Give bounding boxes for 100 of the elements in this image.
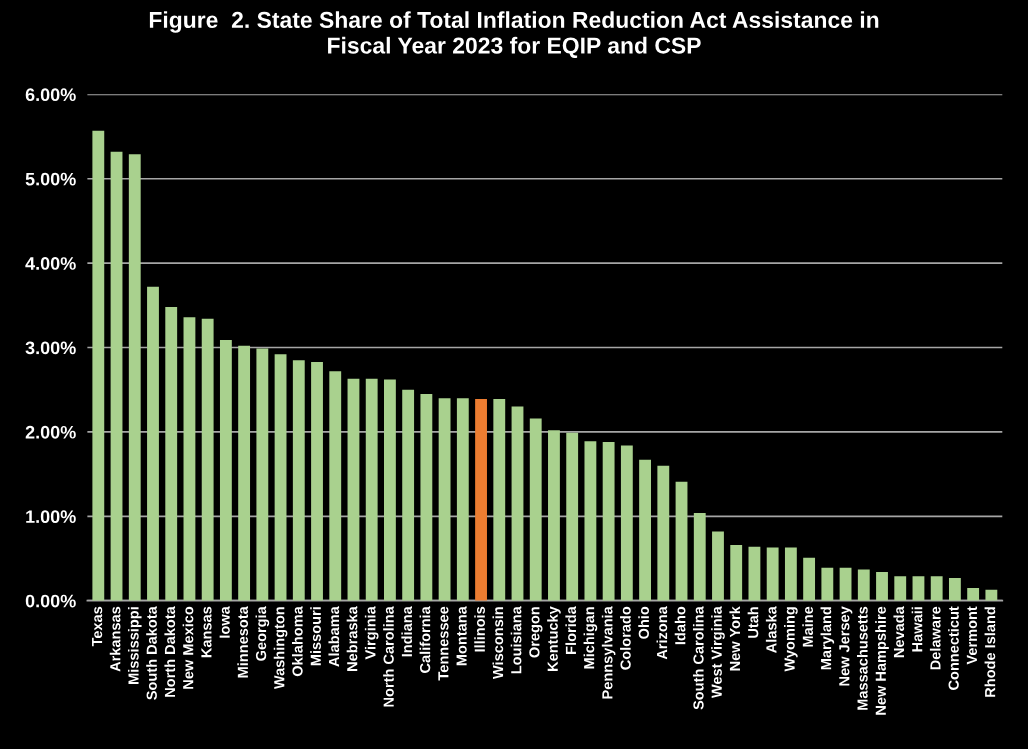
x-tick-label: Montana (456, 606, 467, 666)
x-tick-label: Delaware (929, 606, 941, 670)
x-tick-label: Illinois (474, 606, 485, 652)
y-tick-label: 2.00% (25, 425, 76, 439)
x-tick-label: Virginia (364, 606, 379, 660)
x-tick-label: Alaska (765, 606, 777, 653)
x-tick-label: Alabama (328, 606, 340, 667)
x-tick-label: Connecticut (948, 606, 959, 690)
y-tick-label: 6.00% (25, 88, 76, 102)
x-tick-label: Utah (747, 607, 759, 638)
x-tick-label: Texas (92, 606, 103, 647)
bar (402, 389, 415, 601)
x-tick-label: Ohio (638, 606, 649, 639)
y-tick-label: 4.00% (25, 257, 76, 270)
bar (292, 360, 305, 601)
bar (511, 406, 524, 601)
x-tick-label: Iowa (219, 606, 230, 638)
x-tick-label: North Carolina (383, 606, 394, 707)
bar (821, 567, 834, 601)
bar (566, 432, 579, 601)
y-tick-label: 0.00% (25, 594, 76, 608)
bar (602, 442, 615, 601)
x-tick-label: Florida (565, 606, 577, 654)
x-tick-label: Nevada (893, 606, 905, 658)
bar (693, 512, 706, 601)
x-tick-label: Arkansas (109, 606, 121, 672)
x-tick-label: North Dakota (164, 606, 176, 697)
y-tick-label: 3.00% (25, 341, 76, 355)
bar (92, 130, 105, 601)
x-tick-label: New Jersey (839, 606, 853, 686)
bar (620, 445, 633, 601)
x-tick-label: Colorado (620, 606, 631, 670)
x-tick-label: Kentucky (547, 606, 561, 671)
y-tick-label: 1.00% (26, 510, 76, 524)
x-tick-label: New Hampshire (875, 606, 889, 715)
bar (329, 371, 342, 601)
x-tick-label: West Virginia (711, 606, 725, 699)
x-tick-label: Nebraska (346, 606, 358, 671)
bar (712, 531, 724, 601)
x-tick-label: Hawaii (911, 607, 923, 652)
bar (256, 348, 269, 601)
bar (420, 393, 433, 601)
bar (219, 339, 232, 601)
x-tick-label: Oklahoma (292, 606, 303, 677)
bar (384, 379, 396, 601)
x-tick-label: Oregon (529, 607, 543, 658)
bar (347, 378, 360, 601)
x-tick-label: Massachusetts (856, 606, 868, 710)
x-tick-label: Kansas (201, 606, 212, 658)
x-tick-label: South Carolina (692, 606, 704, 710)
bar (438, 398, 451, 601)
bar (876, 572, 888, 601)
x-tick-label: Vermont (966, 606, 978, 665)
x-tick-label: Tennessee (438, 606, 449, 681)
bar (967, 588, 980, 601)
x-tick-label: New Mexico (182, 606, 194, 689)
bar (238, 345, 251, 601)
x-tick-label: New York (729, 606, 741, 671)
bar (857, 569, 870, 601)
bar (183, 317, 196, 601)
bar (894, 576, 907, 601)
x-tick-label: Minnesota (237, 606, 249, 678)
bar (839, 567, 852, 601)
x-tick-label: California (419, 606, 431, 673)
x-tick-label: Arizona (656, 606, 668, 660)
x-tick-label: Georgia (255, 606, 270, 661)
y-tick-label: 5.00% (25, 172, 76, 186)
bar (948, 577, 961, 601)
bar (803, 557, 816, 601)
x-tick-label: Louisiana (510, 606, 522, 674)
bar (985, 589, 998, 601)
bar (548, 430, 560, 601)
bar (274, 354, 287, 601)
chart-title: Figure 2. State Share of Total Inflation Reduction Act Assistance in Fiscal Year 2023 for EQIP and CSP (149, 11, 879, 58)
bar (365, 378, 378, 601)
bar (311, 361, 323, 601)
bar (475, 399, 487, 601)
bar (128, 154, 141, 601)
x-tick-label: Mississippi (127, 607, 142, 684)
bar (748, 546, 761, 601)
bar (730, 545, 743, 601)
x-tick-label: Michigan (583, 607, 598, 669)
x-tick-label: Rhode Island (984, 607, 996, 697)
bar (147, 286, 159, 601)
x-tick-label: Idaho (674, 606, 686, 645)
bar (529, 418, 542, 601)
x-tick-label: Missouri (310, 607, 321, 666)
bar (657, 465, 670, 601)
x-tick-label: Maryland (820, 607, 835, 670)
bar (675, 481, 688, 601)
x-tick-label: South Dakota (146, 606, 157, 700)
bar (930, 576, 943, 601)
bar (456, 398, 469, 601)
bar (165, 307, 178, 601)
x-tick-label: Indiana (401, 606, 413, 657)
x-tick-label: Washington (273, 607, 288, 690)
bar (201, 318, 214, 601)
bar (766, 547, 779, 601)
x-tick-label: Maine (802, 606, 814, 647)
bar (584, 441, 597, 601)
